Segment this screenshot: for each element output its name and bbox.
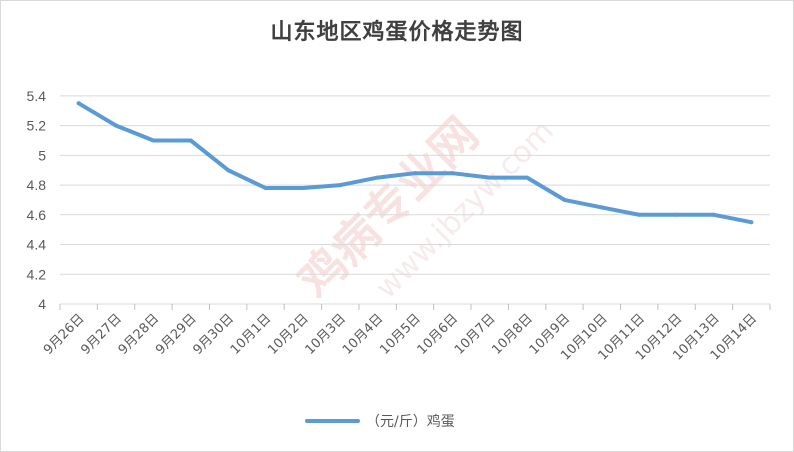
data-point <box>674 212 679 217</box>
data-point <box>525 175 530 180</box>
x-tick-label: 10月2日 <box>265 311 312 358</box>
data-point <box>487 175 492 180</box>
x-tick-label: 10月8日 <box>489 311 536 358</box>
data-point <box>450 171 455 176</box>
legend-label: （元/斤）鸡蛋 <box>366 413 455 430</box>
y-tick-label: 4.8 <box>27 177 47 193</box>
data-point <box>637 212 642 217</box>
data-point <box>226 168 231 173</box>
y-tick-label: 4.6 <box>27 207 47 223</box>
y-tick-label: 4.2 <box>27 266 47 282</box>
data-point <box>76 101 81 106</box>
data-point <box>413 171 417 176</box>
data-point <box>300 186 305 191</box>
data-point <box>749 220 754 225</box>
y-tick-label: 4 <box>38 296 46 312</box>
data-point <box>263 186 268 191</box>
x-tick-label: 9月30日 <box>190 311 237 358</box>
y-tick-label: 5.2 <box>27 118 47 134</box>
chart-title: 山东地区鸡蛋价格走势图 <box>270 20 524 45</box>
x-tick-label: 9月26日 <box>41 311 88 358</box>
x-tick-label: 10月3日 <box>303 311 350 358</box>
data-point <box>338 183 343 188</box>
x-tick-label: 9月28日 <box>116 311 163 358</box>
x-tick-label: 9月29日 <box>153 311 200 358</box>
data-point <box>151 138 156 143</box>
x-tick-label: 10月5日 <box>377 311 424 358</box>
y-tick-label: 5.4 <box>27 88 47 104</box>
y-tick-label: 5 <box>38 147 46 163</box>
data-point <box>188 138 193 143</box>
watermark: 鸡病专业网 www.jbzyw.com <box>288 107 561 308</box>
x-tick-label: 10月6日 <box>415 311 462 358</box>
data-point <box>599 205 604 210</box>
y-tick-label: 4.4 <box>27 237 47 253</box>
data-point <box>375 175 380 180</box>
x-tick-label: 10月7日 <box>452 311 499 358</box>
data-point <box>114 123 119 128</box>
data-point <box>562 197 567 202</box>
x-tick-label: 9月27日 <box>78 311 125 358</box>
data-point <box>711 212 716 217</box>
x-tick-label: 10月1日 <box>228 311 275 358</box>
x-tick-label: 10月4日 <box>340 311 387 358</box>
legend: （元/斤）鸡蛋 <box>305 413 455 430</box>
